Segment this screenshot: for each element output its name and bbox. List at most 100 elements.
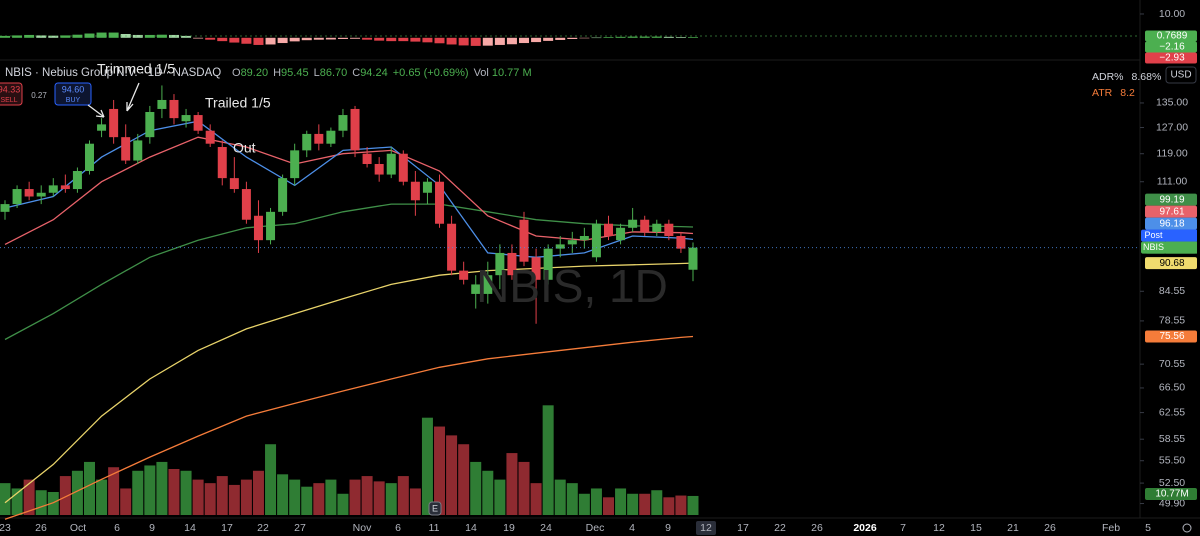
candle-body (652, 223, 662, 232)
price-value-box (1145, 205, 1197, 218)
x-tick-label: 9 (665, 522, 671, 534)
macd-histogram-bar (362, 37, 373, 40)
macd-value-label: 0.7689 (1157, 31, 1188, 42)
sell-price: 94.33 (0, 84, 20, 94)
currency-box[interactable] (1165, 66, 1197, 84)
candle-body (133, 140, 143, 161)
macd-histogram-bar (494, 37, 505, 45)
candle-body (169, 99, 179, 119)
volume-bar (252, 470, 264, 515)
price-value-box (1145, 193, 1197, 206)
volume-bar (144, 465, 156, 515)
macd-histogram-bar (241, 37, 252, 44)
x-tick-label: 14 (465, 522, 477, 534)
volume-bar (590, 488, 602, 515)
volume-bar (289, 479, 301, 515)
price-value-label: 90.68 (1159, 258, 1184, 269)
x-tick-label: 2026 (853, 522, 877, 534)
x-tick-label: 19 (503, 522, 515, 534)
candle-body (447, 223, 457, 271)
macd-histogram-bar (144, 34, 155, 38)
x-tick-label: 26 (811, 522, 823, 534)
macd-histogram-bar (277, 37, 288, 44)
volume-bar (494, 479, 506, 515)
x-tick-label: 6 (114, 522, 120, 534)
macd-histogram-bar (217, 37, 228, 42)
macd-tick-label: 10.00 (1159, 8, 1185, 20)
x-tick-label: 11 (429, 522, 440, 534)
macd-histogram-bar (422, 37, 433, 43)
x-tick-label: Nov (353, 522, 372, 534)
candle-body (398, 153, 408, 182)
candle-body (157, 99, 167, 109)
volume-bar (530, 483, 542, 515)
candle-body (495, 252, 505, 276)
volume-bar (168, 469, 180, 515)
macd-histogram-bar (410, 37, 421, 42)
macd-histogram-bar (168, 34, 179, 38)
legend-key: O (232, 67, 241, 79)
macd-histogram-bar (386, 37, 397, 42)
candle-body (628, 219, 638, 228)
macd-histogram-bar (48, 35, 59, 38)
volume-bar (156, 461, 168, 515)
x-tick-label: Oct (70, 522, 86, 534)
earnings-marker-box[interactable] (428, 501, 442, 516)
volume-bar (554, 479, 566, 515)
sell-button[interactable] (0, 82, 23, 106)
volume-bar (349, 479, 361, 515)
macd-histogram-bar (543, 37, 554, 41)
macd-histogram-bar (132, 34, 143, 38)
legend-value: 86.70 (320, 67, 348, 79)
x-tick-label: 27 (294, 522, 306, 534)
volume-bar (639, 493, 651, 515)
legend-value: 89.20 (241, 67, 269, 79)
legend-value: 94.24 (360, 67, 388, 79)
macd-histogram-bar (567, 37, 578, 39)
y-tick-label: 55.50 (1159, 455, 1185, 467)
ohlc-legend: O89.20 H95.45 L86.70 C94.24 +0.65 (+0.69%) Vo… (232, 67, 532, 79)
volume-bar (385, 483, 397, 515)
volume-bar (23, 479, 35, 515)
legend-key: L (314, 67, 320, 79)
candle-body (507, 252, 517, 276)
x-tick-label: 12 (933, 522, 945, 534)
buy-button[interactable] (54, 82, 92, 106)
volume-bar (240, 479, 252, 515)
macd-histogram-bar (434, 37, 445, 44)
legend-value: 95.45 (281, 67, 309, 79)
earnings-marker: E (432, 503, 438, 513)
volume-bar (446, 435, 458, 515)
macd-histogram-bar (229, 37, 240, 43)
y-tick-label: 119.00 (1156, 148, 1187, 160)
price-tag: Post (1144, 230, 1163, 240)
x-tick-label: 6 (395, 522, 401, 534)
overlay-layer: NBIS, 1D NBIS · Nebius Group N.V. · 1D ·… (0, 30, 1197, 533)
volume-bar (615, 488, 627, 515)
candle-body (362, 153, 372, 164)
y-tick-label: 49.90 (1159, 497, 1185, 509)
x-tick-label: 22 (774, 522, 786, 534)
price-value-box (1166, 241, 1197, 254)
candle-body (555, 244, 565, 249)
candle-body (326, 130, 336, 144)
x-tick-label: 17 (737, 522, 749, 534)
candle-body (24, 189, 34, 197)
candle-body (664, 223, 674, 236)
candle-body (217, 147, 227, 179)
symbol-title: NBIS · Nebius Group N.V. · 1D · NASDAQ (5, 67, 221, 79)
settings-icon[interactable] (1182, 523, 1192, 533)
x-tick-label: 23 (0, 522, 11, 534)
candle-body (579, 235, 589, 241)
stat-line: ADR% 8.68% (1092, 71, 1161, 83)
volume-value-box (1145, 488, 1197, 500)
volume-bar (216, 476, 228, 515)
volume-bar (651, 490, 663, 515)
candle-body (435, 181, 445, 224)
macd-histogram-bar (579, 37, 590, 39)
macd-histogram-bar (506, 37, 517, 45)
volume-bar (675, 495, 687, 515)
macd-value-box (1145, 52, 1197, 64)
candle-body (121, 137, 131, 161)
